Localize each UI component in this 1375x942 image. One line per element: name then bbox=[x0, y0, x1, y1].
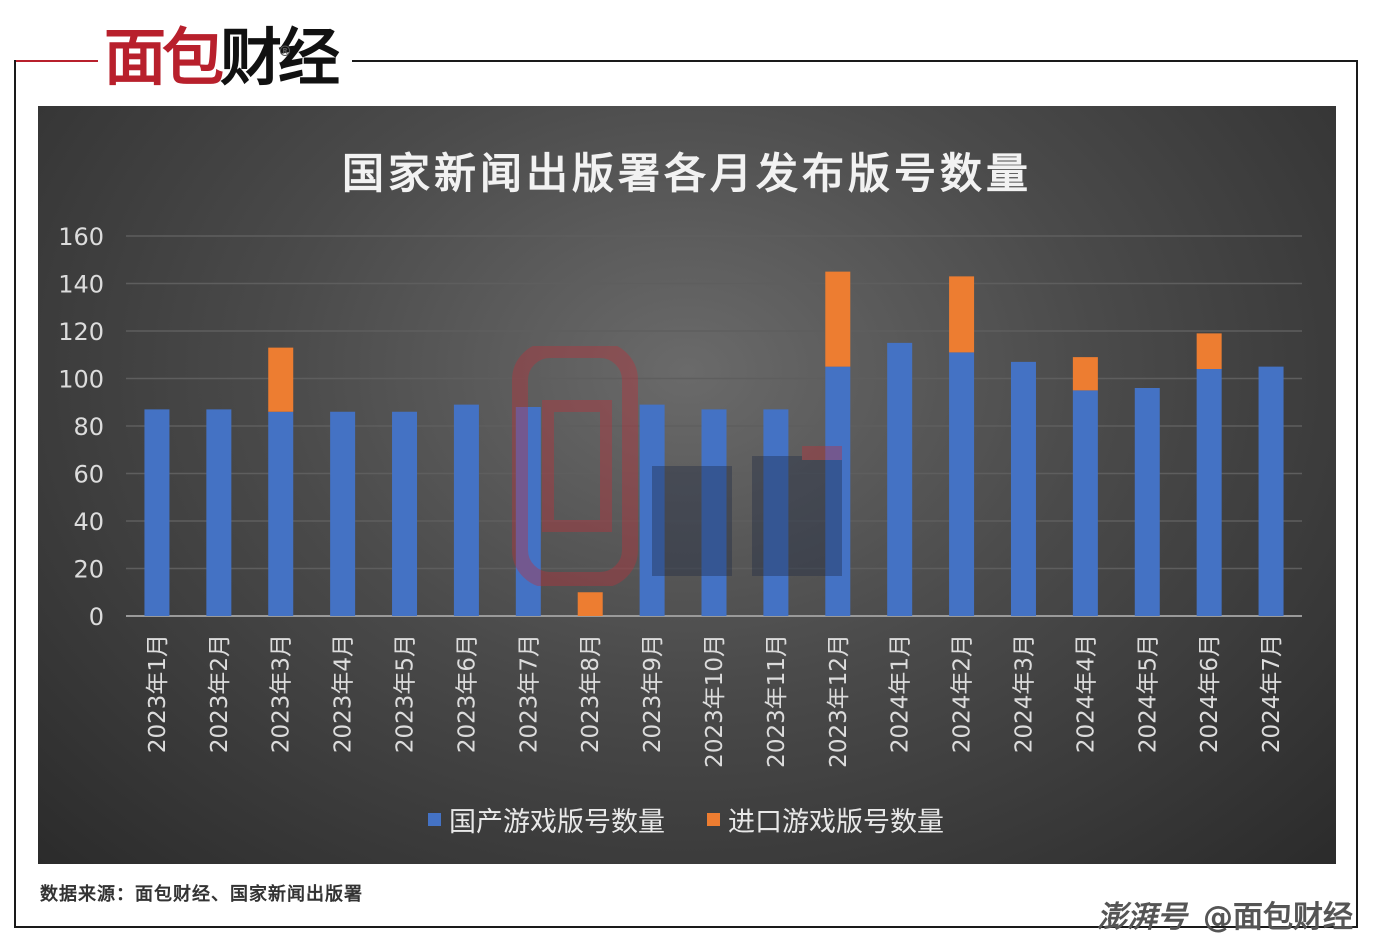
x-tick-label: 2023年1月 bbox=[145, 634, 171, 753]
data-source: 数据来源：面包财经、国家新闻出版署 bbox=[40, 884, 363, 905]
bar-domestic bbox=[515, 407, 541, 616]
bar-domestic bbox=[1072, 390, 1098, 616]
y-tick-label: 120 bbox=[58, 318, 104, 346]
platform-name: 澎湃号 bbox=[1097, 900, 1187, 935]
x-tick-label: 2024年4月 bbox=[1073, 634, 1099, 753]
bar-domestic bbox=[1196, 369, 1222, 616]
x-tick-label: 2023年11月 bbox=[764, 634, 790, 768]
y-tick-label: 0 bbox=[89, 603, 104, 631]
x-tick-label: 2024年6月 bbox=[1197, 634, 1223, 753]
bar-domestic bbox=[206, 409, 232, 616]
x-tick-label: 2023年4月 bbox=[331, 634, 357, 753]
y-tick-label: 100 bbox=[58, 366, 104, 394]
bar-domestic bbox=[763, 409, 789, 616]
header-rule-right bbox=[352, 60, 1358, 62]
x-tick-label: 2023年9月 bbox=[640, 634, 666, 753]
logo-red-text: 面包 bbox=[104, 21, 224, 94]
bar-imported bbox=[1196, 333, 1222, 369]
bar-imported bbox=[577, 592, 603, 616]
bar-domestic bbox=[1258, 366, 1284, 616]
y-tick-label: 60 bbox=[73, 461, 104, 489]
legend-label-domestic: 国产游戏版号数量 bbox=[449, 807, 665, 838]
bar-domestic bbox=[701, 409, 727, 616]
brand-logo: 面包财经 ® bbox=[98, 18, 343, 98]
registered-mark: ® bbox=[278, 44, 293, 60]
bar-domestic bbox=[949, 352, 975, 616]
chart-title: 国家新闻出版署各月发布版号数量 bbox=[341, 149, 1032, 198]
bar-domestic bbox=[1134, 388, 1160, 616]
x-tick-label: 2023年10月 bbox=[702, 634, 728, 768]
bar-domestic bbox=[330, 411, 356, 616]
x-tick-label: 2023年8月 bbox=[578, 634, 604, 753]
bar-imported bbox=[1072, 357, 1098, 391]
footer-brand: 澎湃号 @面包财经 bbox=[1097, 892, 1353, 936]
bar-domestic bbox=[453, 404, 479, 616]
bar-chart: 0 20 40 60 80 100 120 140 160 2023年1月 2023年2月 2023年… bbox=[58, 223, 1302, 768]
x-tick-label: 2023年6月 bbox=[454, 634, 480, 753]
chart-legend: 国产游戏版号数量 进口游戏版号数量 bbox=[428, 800, 944, 839]
x-tick-label: 2024年5月 bbox=[1135, 634, 1161, 753]
chart-panel: 国家新闻出版署各月发布版号数量 0 20 40 60 80 100 120 140 160 202… bbox=[38, 106, 1336, 864]
logo-dark-text: 财经 bbox=[220, 21, 340, 94]
x-tick-label: 2023年7月 bbox=[516, 634, 542, 753]
y-tick-label: 140 bbox=[58, 271, 104, 299]
bar-domestic bbox=[268, 411, 294, 616]
bar-domestic bbox=[1010, 361, 1036, 616]
x-tick-label: 2023年2月 bbox=[207, 634, 233, 753]
bar-domestic bbox=[887, 342, 913, 616]
legend-label-imported: 进口游戏版号数量 bbox=[728, 807, 944, 838]
y-tick-label: 160 bbox=[58, 223, 104, 251]
x-tick-label: 2024年7月 bbox=[1259, 634, 1285, 753]
bar-domestic bbox=[825, 366, 851, 616]
bar-imported bbox=[949, 276, 975, 353]
x-tick-label: 2024年1月 bbox=[888, 634, 914, 753]
account-name: @面包财经 bbox=[1203, 900, 1353, 935]
header-rule-left bbox=[14, 60, 98, 62]
bar-domestic bbox=[144, 409, 170, 616]
bar-imported bbox=[268, 347, 294, 412]
x-tick-label: 2024年2月 bbox=[950, 634, 976, 753]
legend-item-domestic: 国产游戏版号数量 bbox=[428, 800, 665, 839]
page-frame bbox=[14, 60, 1358, 928]
y-tick-label: 40 bbox=[73, 508, 104, 536]
y-tick-label: 20 bbox=[73, 556, 104, 584]
y-tick-label: 80 bbox=[73, 413, 104, 441]
bar-domestic bbox=[392, 411, 418, 616]
legend-item-imported: 进口游戏版号数量 bbox=[707, 800, 944, 839]
x-tick-label: 2023年12月 bbox=[826, 634, 852, 768]
bar-imported bbox=[825, 271, 851, 367]
x-tick-label: 2024年3月 bbox=[1011, 634, 1037, 753]
x-tick-label: 2023年3月 bbox=[269, 634, 295, 753]
x-tick-label: 2023年5月 bbox=[393, 634, 419, 753]
legend-swatch-imported bbox=[707, 813, 720, 826]
legend-swatch-domestic bbox=[428, 813, 441, 826]
bar-domestic bbox=[639, 404, 665, 616]
